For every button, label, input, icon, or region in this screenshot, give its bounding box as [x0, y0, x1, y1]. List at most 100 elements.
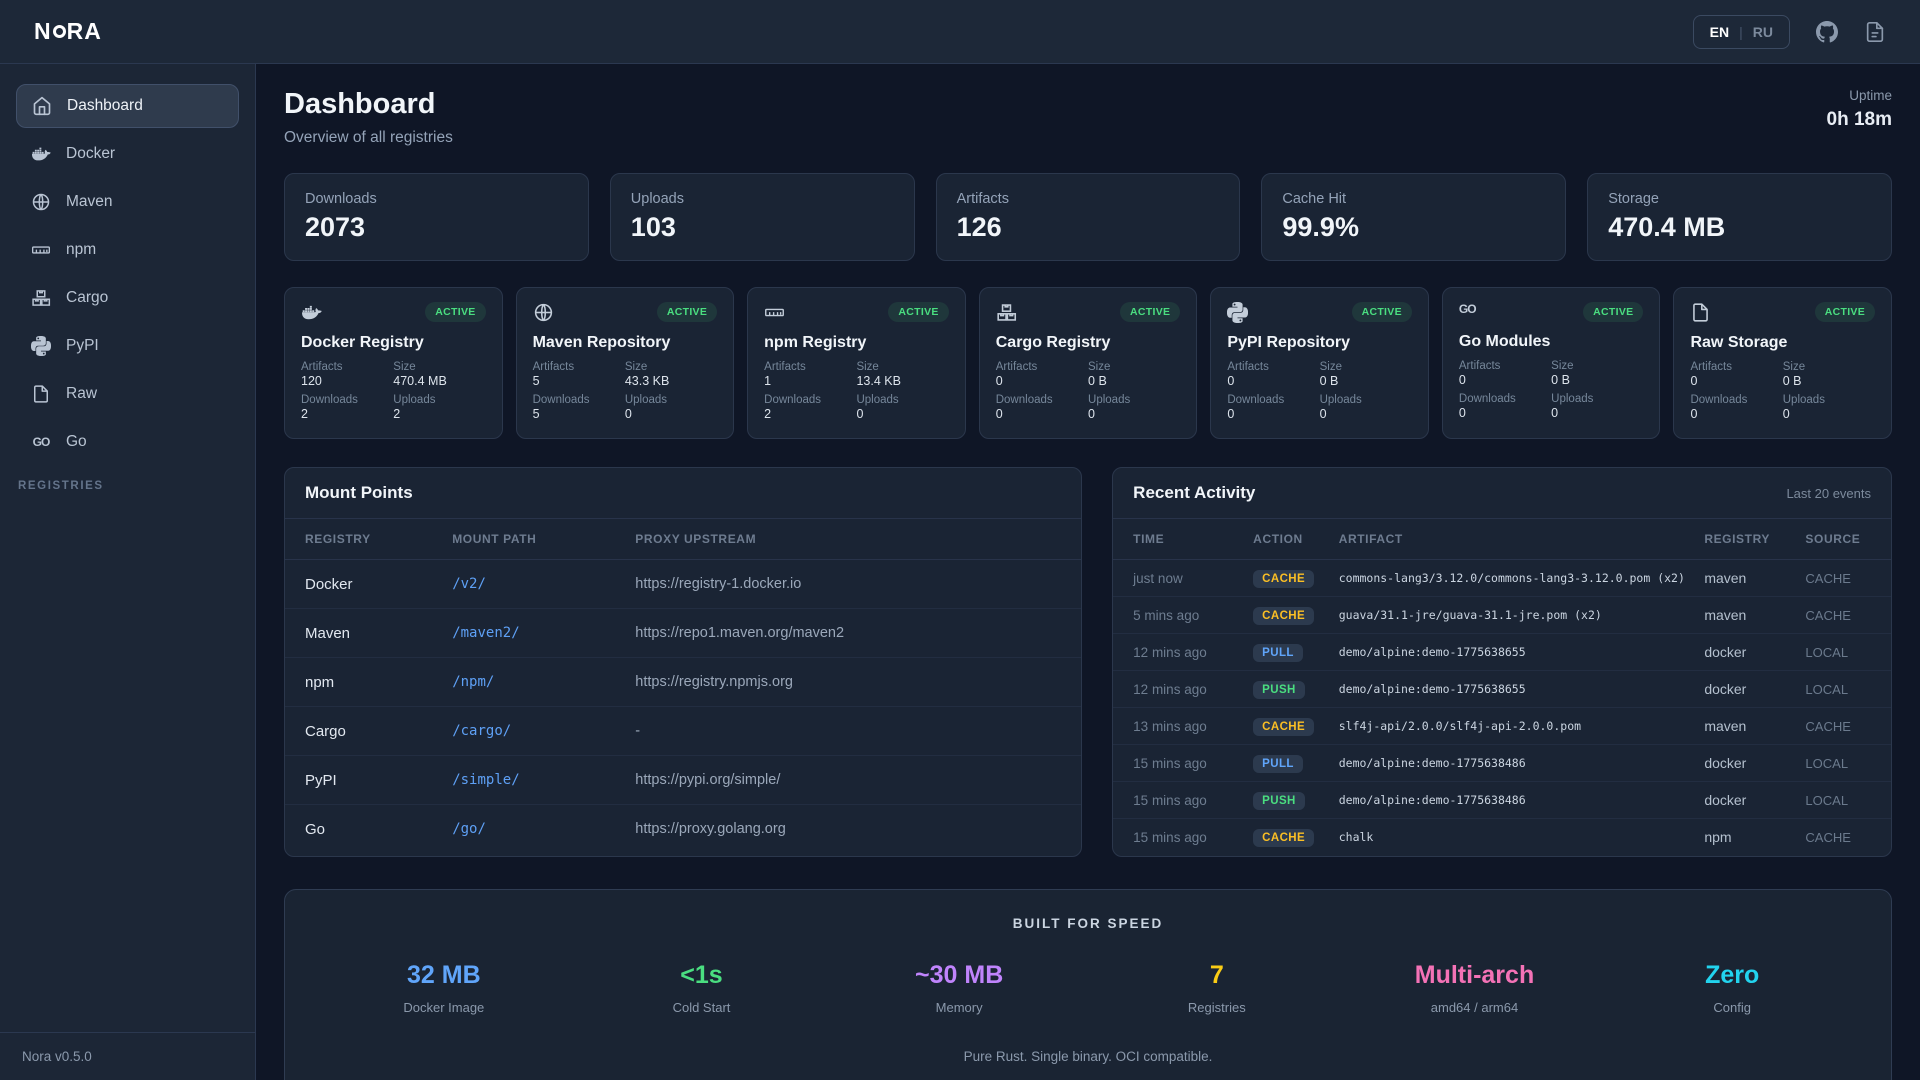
sidebar-section-registries: REGISTRIES — [16, 468, 239, 504]
mount-registry: Cargo — [285, 707, 452, 756]
uptime-value: 0h 18m — [1827, 109, 1892, 131]
action-badge: CACHE — [1253, 718, 1314, 736]
language-switcher[interactable]: EN | RU — [1693, 15, 1790, 49]
docs-icon[interactable] — [1864, 21, 1886, 43]
mount-registry: Maven — [285, 609, 452, 658]
lang-en-button[interactable]: EN — [1710, 24, 1729, 40]
registry-card-npm[interactable]: ACTIVE npm Registry Artifacts1 Size13.4 … — [747, 287, 966, 439]
go-icon: GO — [1459, 302, 1476, 316]
field-label: Size — [1088, 361, 1180, 373]
field-value: 120 — [301, 374, 393, 388]
mount-upstream: https://proxy.golang.org — [635, 805, 1081, 854]
status-badge: ACTIVE — [657, 302, 717, 322]
file-icon — [30, 383, 52, 405]
registry-card-pypi[interactable]: ACTIVE PyPI Repository Artifacts0 Size0 … — [1210, 287, 1429, 439]
speed-value: <1s — [573, 961, 831, 990]
event-source: CACHE — [1805, 708, 1891, 745]
column-header-artifact: ARTIFACT — [1339, 519, 1705, 560]
event-source: LOCAL — [1805, 745, 1891, 782]
sidebar-item-label: Docker — [66, 145, 115, 163]
speed-banner: BUILT FOR SPEED 32 MB Docker Image <1s C… — [284, 889, 1892, 1080]
stat-card-storage: Storage 470.4 MB — [1587, 173, 1892, 261]
field-value: 0 B — [1551, 373, 1643, 387]
sidebar-item-docker[interactable]: Docker — [16, 132, 239, 176]
sidebar-item-maven[interactable]: Maven — [16, 180, 239, 224]
field-label: Size — [1320, 361, 1412, 373]
python-icon — [1227, 302, 1248, 323]
sidebar-item-go[interactable]: GO Go — [16, 420, 239, 464]
field-label: Size — [856, 361, 948, 373]
event-time: 15 mins ago — [1113, 782, 1253, 819]
field-value: 13.4 KB — [856, 374, 948, 388]
lang-ru-button[interactable]: RU — [1753, 24, 1773, 40]
speed-banner-title: BUILT FOR SPEED — [315, 916, 1861, 931]
action-badge: CACHE — [1253, 570, 1314, 588]
action-badge: CACHE — [1253, 607, 1314, 625]
registry-card-maven[interactable]: ACTIVE Maven Repository Artifacts5 Size4… — [516, 287, 735, 439]
sidebar-item-pypi[interactable]: PyPI — [16, 324, 239, 368]
speed-banner-footnote: Pure Rust. Single binary. OCI compatible… — [315, 1049, 1861, 1064]
action-badge: PULL — [1253, 644, 1303, 662]
sidebar-item-cargo[interactable]: Cargo — [16, 276, 239, 320]
field-value: 2 — [764, 407, 856, 421]
speed-stat-docker-image: 32 MB Docker Image — [315, 961, 573, 1015]
stats-row: Downloads 2073 Uploads 103 Artifacts 126… — [284, 173, 1892, 261]
registry-card-cargo[interactable]: ACTIVE Cargo Registry Artifacts0 Size0 B… — [979, 287, 1198, 439]
registry-name: PyPI Repository — [1227, 334, 1412, 352]
mount-path-link[interactable]: /simple/ — [452, 756, 635, 805]
mount-upstream: https://pypi.org/simple/ — [635, 756, 1081, 805]
field-value: 0 B — [1320, 374, 1412, 388]
registry-card-raw[interactable]: ACTIVE Raw Storage Artifacts0 Size0 B Do… — [1673, 287, 1892, 439]
event-registry: docker — [1704, 634, 1805, 671]
main-content: Dashboard Overview of all registries Upt… — [256, 64, 1920, 1080]
stat-value: 103 — [631, 212, 894, 243]
go-icon: GO — [30, 431, 52, 453]
event-source: LOCAL — [1805, 634, 1891, 671]
status-badge: ACTIVE — [425, 302, 485, 322]
topbar: NRA EN | RU — [0, 0, 1920, 64]
field-value: 0 B — [1088, 374, 1180, 388]
stat-value: 126 — [957, 212, 1220, 243]
table-row: 5 mins ago CACHE guava/31.1-jre/guava-31… — [1113, 597, 1891, 634]
event-artifact: chalk — [1339, 819, 1705, 856]
field-label: Downloads — [301, 394, 393, 406]
field-label: Uploads — [393, 394, 485, 406]
column-header-mount-path: MOUNT PATH — [452, 519, 635, 560]
event-source: LOCAL — [1805, 782, 1891, 819]
mount-registry: Docker — [285, 560, 452, 609]
speed-stat-multi-arch: Multi-arch amd64 / arm64 — [1346, 961, 1604, 1015]
lang-divider: | — [1739, 24, 1743, 40]
field-label: Uploads — [625, 394, 717, 406]
field-value: 0 — [996, 374, 1088, 388]
sidebar-item-raw[interactable]: Raw — [16, 372, 239, 416]
field-label: Artifacts — [1459, 360, 1551, 372]
stat-label: Artifacts — [957, 191, 1220, 207]
mount-registry: Go — [285, 805, 452, 854]
field-label: Downloads — [1227, 394, 1319, 406]
field-value: 1 — [764, 374, 856, 388]
file-icon — [1690, 302, 1711, 323]
field-label: Uploads — [1320, 394, 1412, 406]
event-source: CACHE — [1805, 597, 1891, 634]
event-time: 15 mins ago — [1113, 745, 1253, 782]
registry-card-go[interactable]: GO ACTIVE Go Modules Artifacts0 Size0 B … — [1442, 287, 1661, 439]
event-registry: maven — [1704, 560, 1805, 597]
field-value: 0 — [1320, 407, 1412, 421]
table-row: Go /go/ https://proxy.golang.org — [285, 805, 1081, 854]
mount-path-link[interactable]: /v2/ — [452, 560, 635, 609]
field-value: 0 — [1690, 407, 1782, 421]
mount-path-link[interactable]: /npm/ — [452, 658, 635, 707]
sidebar-item-dashboard[interactable]: Dashboard — [16, 84, 239, 128]
github-icon[interactable] — [1816, 21, 1838, 43]
mount-path-link[interactable]: /go/ — [452, 805, 635, 854]
field-value: 5 — [533, 374, 625, 388]
column-header-proxy-upstream: PROXY UPSTREAM — [635, 519, 1081, 560]
sidebar-item-npm[interactable]: npm — [16, 228, 239, 272]
registry-card-docker[interactable]: ACTIVE Docker Registry Artifacts120 Size… — [284, 287, 503, 439]
mount-path-link[interactable]: /maven2/ — [452, 609, 635, 658]
status-badge: ACTIVE — [1583, 302, 1643, 322]
table-row: 12 mins ago PUSH demo/alpine:demo-177563… — [1113, 671, 1891, 708]
mount-path-link[interactable]: /cargo/ — [452, 707, 635, 756]
field-value: 0 B — [1783, 374, 1875, 388]
mount-upstream: https://repo1.maven.org/maven2 — [635, 609, 1081, 658]
